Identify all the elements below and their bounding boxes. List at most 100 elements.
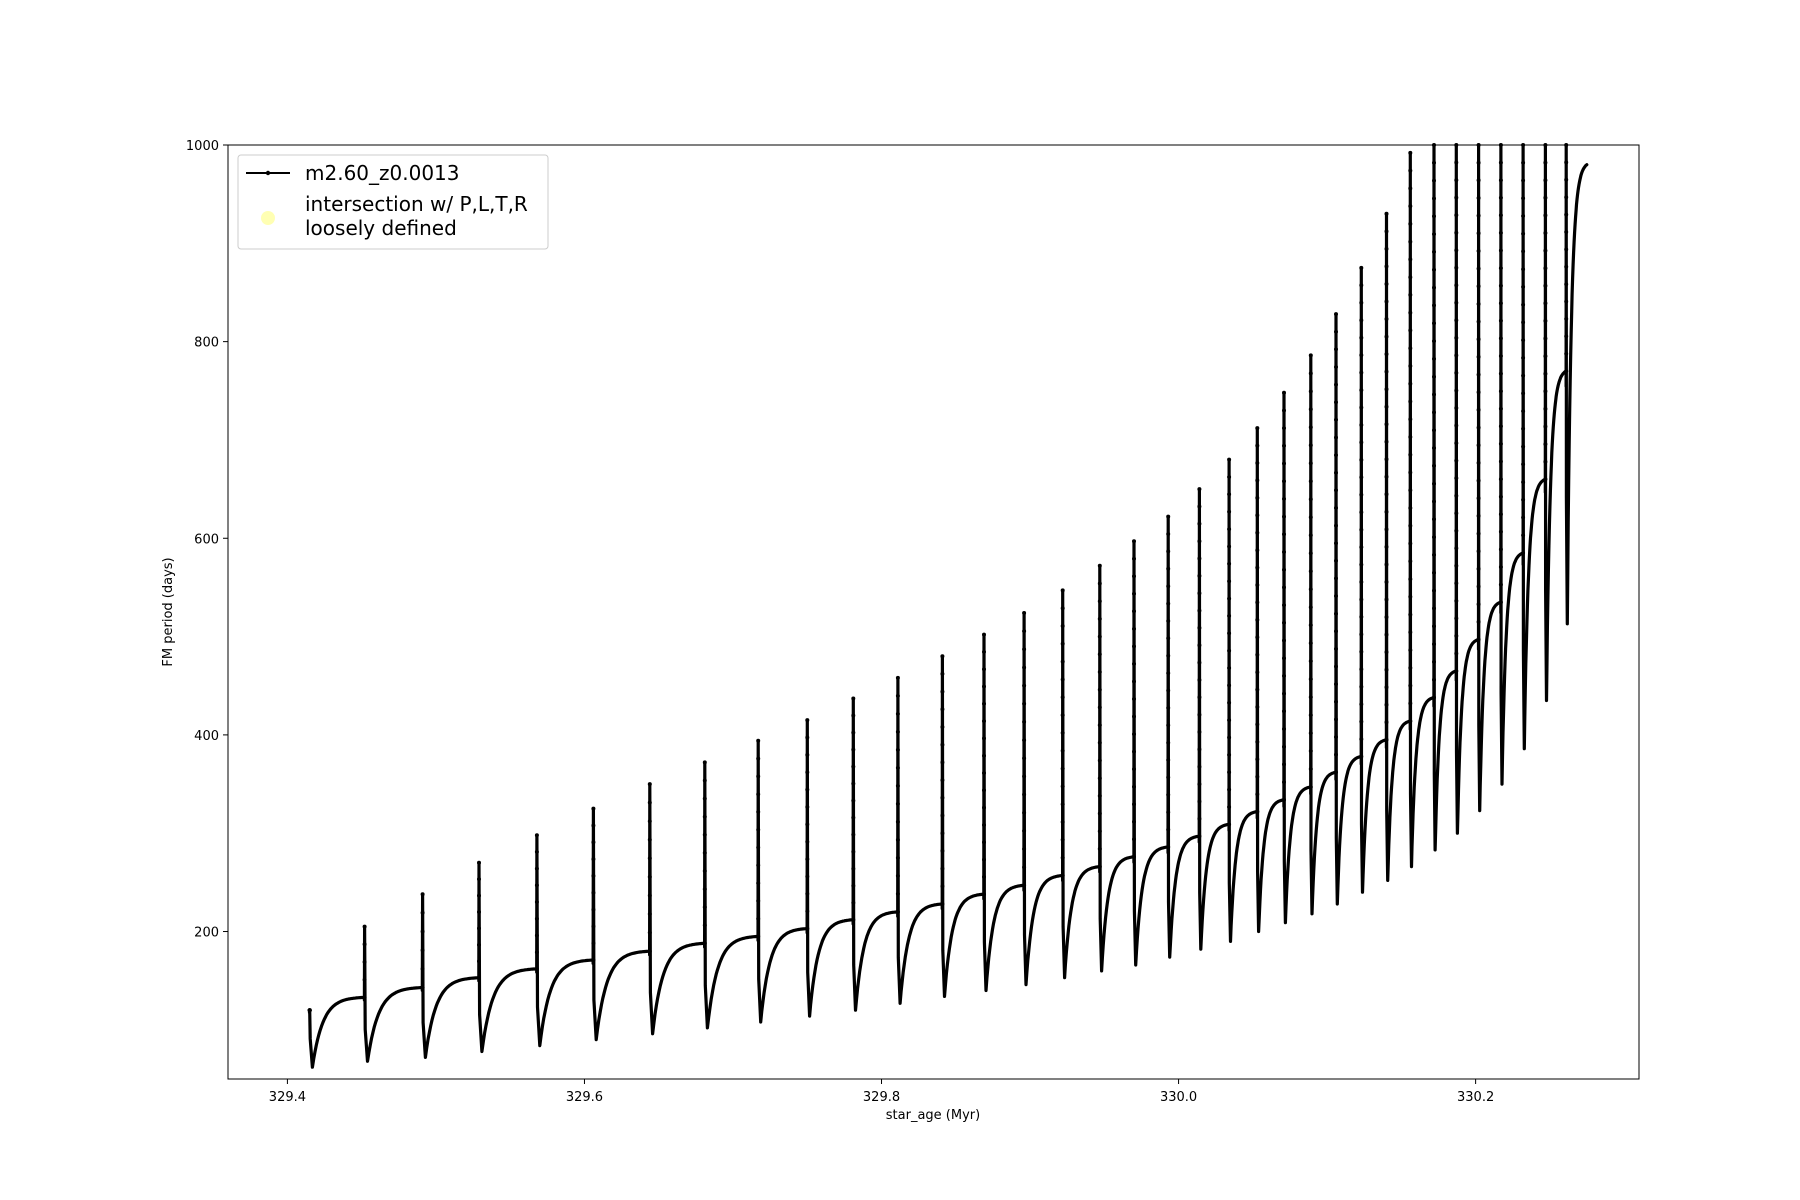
- x-tick-label: 329.4: [269, 1090, 306, 1105]
- series-point: [1476, 407, 1481, 412]
- series-point: [1227, 527, 1232, 532]
- series-point: [1408, 648, 1413, 653]
- series-point: [1166, 671, 1171, 676]
- series-point: [1227, 544, 1232, 549]
- series-point: [420, 910, 425, 915]
- series-point: [851, 798, 856, 803]
- series-point: [1454, 178, 1459, 183]
- series-point: [1282, 762, 1286, 767]
- series-point: [1521, 462, 1526, 467]
- series-point: [1227, 683, 1232, 688]
- series-point: [1097, 670, 1102, 674]
- series-point: [1022, 738, 1027, 743]
- series-point: [1334, 505, 1338, 510]
- series-point: [1227, 770, 1232, 775]
- series-point: [1543, 160, 1548, 165]
- series-point: [756, 792, 761, 797]
- series-point: [1476, 566, 1481, 571]
- series-point: [1408, 577, 1413, 582]
- series-point: [1197, 539, 1202, 544]
- series-point: [1476, 231, 1481, 236]
- series-point: [1060, 713, 1065, 718]
- series-segment: [535, 833, 595, 1048]
- series-point: [1359, 719, 1364, 724]
- series-point: [1282, 780, 1286, 785]
- series-point: [1255, 443, 1260, 448]
- series-point: [477, 975, 481, 980]
- series-point: [1384, 352, 1389, 357]
- series-point: [534, 966, 539, 971]
- series-point: [1564, 247, 1569, 252]
- series-point: [1432, 446, 1436, 450]
- series-point: [1454, 441, 1459, 446]
- series-point: [895, 729, 900, 734]
- series-segment: [1309, 353, 1338, 916]
- series-point: [982, 840, 986, 845]
- series-point: [1521, 497, 1526, 502]
- series-point: [1476, 478, 1481, 483]
- series-point: [1408, 559, 1413, 564]
- series-point: [362, 942, 367, 947]
- series-point: [1543, 477, 1548, 482]
- series-point: [1334, 417, 1338, 422]
- series-point: [1564, 212, 1569, 217]
- series-point: [1255, 687, 1260, 692]
- series-point: [1282, 461, 1286, 466]
- y-tick-label: 200: [194, 926, 219, 941]
- series-point: [1359, 405, 1364, 410]
- series-point: [1384, 685, 1389, 690]
- series-point: [1132, 574, 1136, 579]
- series-point: [1521, 480, 1526, 485]
- series-point: [1282, 797, 1286, 802]
- series-point: [1282, 514, 1286, 519]
- series-point: [1408, 470, 1413, 475]
- series-point: [1227, 805, 1232, 809]
- series-point: [805, 718, 810, 723]
- series-point: [1498, 477, 1503, 482]
- series-point: [1197, 834, 1202, 839]
- series-point: [1476, 390, 1481, 395]
- series-point: [1408, 683, 1413, 688]
- series-point: [1132, 539, 1136, 544]
- series-point: [1564, 230, 1569, 234]
- series-point: [1022, 701, 1027, 706]
- legend-line-dot: [265, 170, 271, 176]
- series-point: [1408, 310, 1413, 315]
- series-point: [1227, 752, 1232, 757]
- series-point: [1334, 752, 1338, 757]
- series-point: [1197, 816, 1202, 821]
- series-point: [1432, 196, 1436, 201]
- series-point: [1521, 444, 1526, 449]
- series-point: [1022, 792, 1027, 797]
- series-point: [1521, 196, 1526, 201]
- series-point: [702, 887, 707, 892]
- series-point: [1564, 282, 1569, 287]
- series-point: [647, 819, 652, 824]
- series-point: [1384, 457, 1389, 462]
- series-point: [1255, 739, 1260, 744]
- series-point: [1454, 300, 1459, 305]
- series-point: [1255, 530, 1260, 535]
- series-point: [1308, 515, 1313, 520]
- series-point: [1334, 347, 1338, 352]
- series-point: [1454, 195, 1459, 200]
- series-point: [1432, 499, 1436, 504]
- series-point: [1197, 591, 1202, 596]
- series-point: [1454, 458, 1459, 463]
- series-point: [647, 949, 652, 954]
- series-point: [1432, 552, 1436, 557]
- series-point: [1454, 423, 1459, 428]
- series-point: [1308, 713, 1313, 718]
- series-segment: [756, 739, 809, 1024]
- series-point: [591, 907, 596, 912]
- series-point: [1132, 854, 1136, 859]
- series-point: [1166, 810, 1171, 815]
- series-point: [1408, 186, 1413, 191]
- series-point: [1132, 661, 1136, 666]
- series-point: [534, 950, 539, 955]
- series-point: [1384, 562, 1389, 567]
- series-point: [1408, 346, 1413, 351]
- series-point: [1432, 695, 1436, 700]
- series-point: [1359, 580, 1364, 584]
